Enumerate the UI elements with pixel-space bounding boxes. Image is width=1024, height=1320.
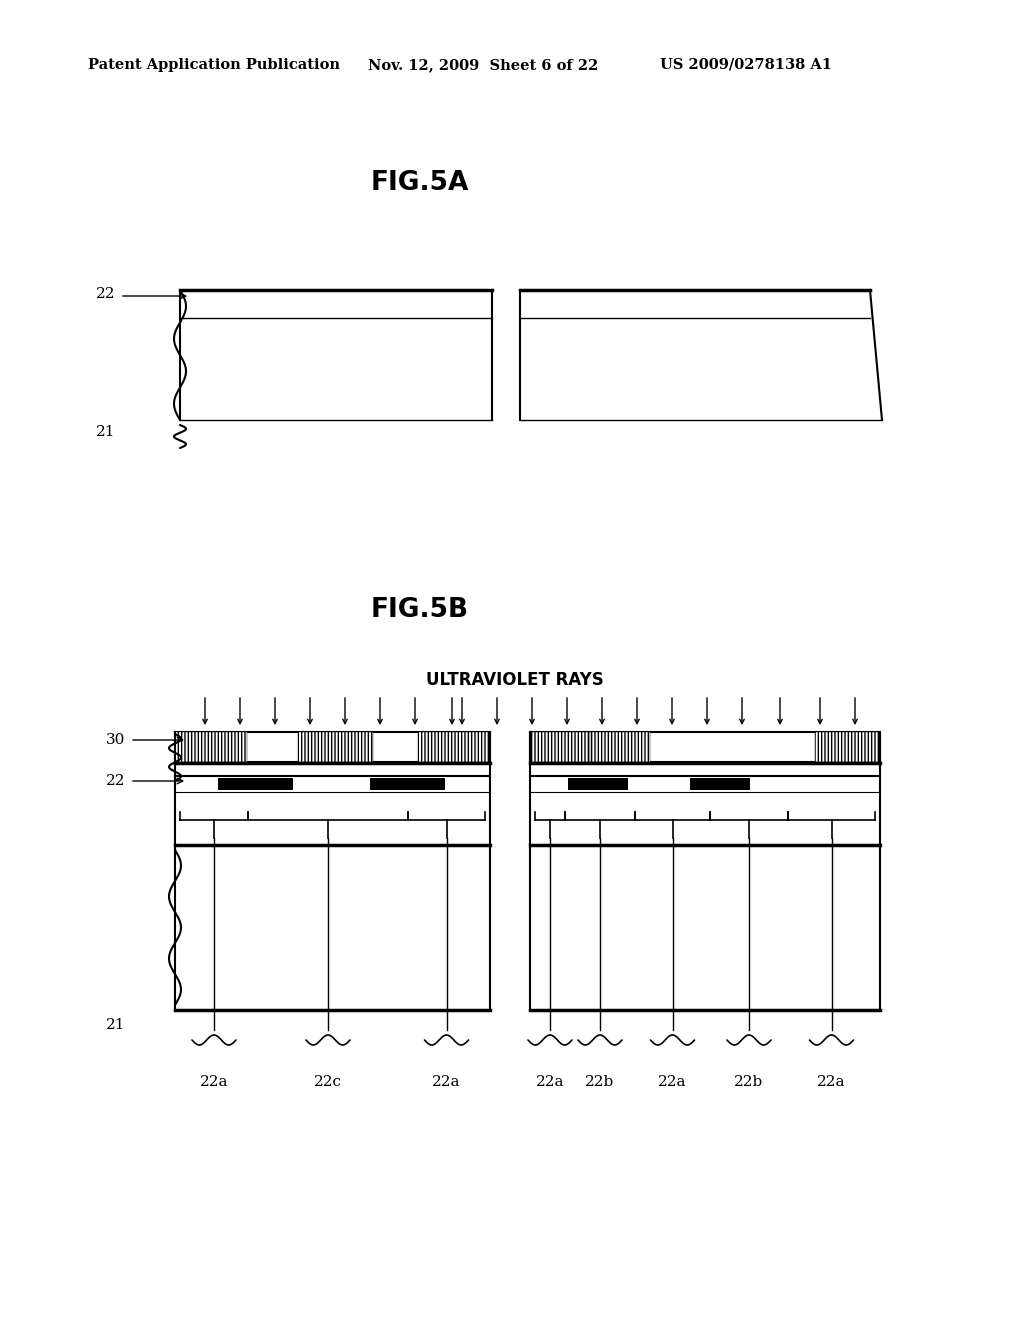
Bar: [175, 733, 490, 762]
Text: Nov. 12, 2009  Sheet 6 of 22: Nov. 12, 2009 Sheet 6 of 22: [368, 58, 598, 73]
Text: 22a: 22a: [432, 1074, 461, 1089]
Text: Patent Application Publication: Patent Application Publication: [88, 58, 340, 73]
Text: 22a: 22a: [817, 1074, 846, 1089]
Text: 21: 21: [95, 425, 115, 440]
Bar: [370, 777, 445, 789]
Text: ULTRAVIOLET RAYS: ULTRAVIOLET RAYS: [426, 671, 604, 689]
Text: 22a: 22a: [200, 1074, 228, 1089]
Bar: [568, 777, 628, 789]
Text: US 2009/0278138 A1: US 2009/0278138 A1: [660, 58, 831, 73]
Bar: [690, 777, 750, 789]
Text: 22: 22: [95, 286, 115, 301]
Text: 30: 30: [105, 733, 125, 747]
Bar: [530, 733, 880, 762]
Bar: [815, 733, 880, 762]
Bar: [418, 733, 490, 762]
Bar: [175, 733, 247, 762]
Text: 21: 21: [105, 1018, 125, 1032]
Text: 22b: 22b: [586, 1074, 614, 1089]
Bar: [590, 733, 650, 762]
Bar: [298, 733, 373, 762]
Text: 22a: 22a: [536, 1074, 564, 1089]
Text: 22b: 22b: [734, 1074, 764, 1089]
Bar: [530, 733, 590, 762]
Text: FIG.5B: FIG.5B: [371, 597, 469, 623]
Text: FIG.5A: FIG.5A: [371, 170, 469, 195]
Text: 22: 22: [105, 774, 125, 788]
Bar: [218, 777, 293, 789]
Text: 22c: 22c: [314, 1074, 342, 1089]
Text: 22a: 22a: [658, 1074, 687, 1089]
